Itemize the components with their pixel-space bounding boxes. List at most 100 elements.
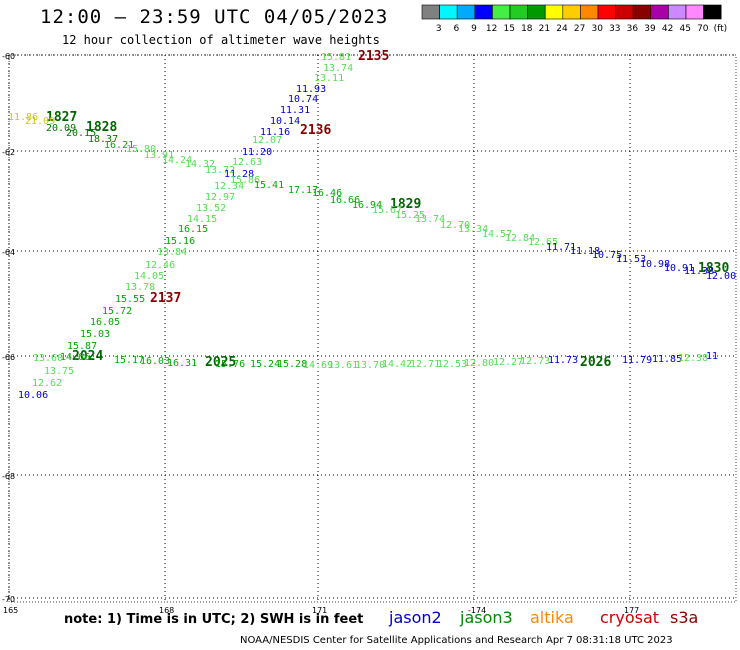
- legend-label: 18: [521, 24, 533, 34]
- legend-label: 33: [609, 24, 620, 34]
- wave-height-value: 14.15: [187, 214, 217, 225]
- wave-height-value: 15.25: [395, 210, 425, 221]
- legend-label: 27: [574, 24, 585, 34]
- wave-height-value: 13.70: [355, 360, 385, 371]
- wave-height-value: 13.78: [125, 282, 155, 293]
- wave-height-value: 14.42: [382, 359, 412, 370]
- satellite-label: jason3: [460, 608, 513, 627]
- latitude-label: -60: [2, 52, 15, 61]
- wave-height-value: 15.67: [372, 205, 402, 216]
- wave-height-value: 15.55: [115, 294, 145, 305]
- wave-height-value: 10.14: [270, 116, 300, 127]
- legend-label: 12: [486, 24, 497, 34]
- wave-height-value: 14.66: [60, 352, 90, 363]
- satellite-label: altika: [530, 608, 574, 627]
- wave-height-value: 16.15: [178, 224, 208, 235]
- wave-height-value: 12.80: [464, 358, 494, 369]
- wave-height-value: 11.20: [242, 147, 272, 158]
- wave-height-value: 10.91: [664, 263, 694, 274]
- wave-height-value: 10.75: [592, 250, 622, 261]
- wave-height-value: 14.24: [162, 155, 192, 166]
- pass-time-label: 1830: [698, 261, 729, 276]
- wave-height-value: 15.86: [230, 175, 260, 186]
- wave-height-value: 13.60: [33, 353, 63, 364]
- legend-label: 6: [454, 24, 460, 34]
- wave-height-value: 16.66: [330, 195, 360, 206]
- wave-height-value: 12.07: [252, 135, 282, 146]
- wave-height-value: 13.52: [196, 203, 226, 214]
- wave-height-value: 16.03: [140, 356, 170, 367]
- wave-height-value: 18.37: [88, 134, 118, 145]
- wave-height-value: 12.27: [493, 357, 523, 368]
- wave-height-value: 12.00: [706, 271, 736, 282]
- legend-label: 15: [503, 24, 514, 34]
- wave-height-value: 13.11: [314, 73, 344, 84]
- latitude-label: -68: [2, 472, 15, 481]
- wave-height-value: 13.74: [415, 214, 445, 225]
- wave-height-value: 10.74: [288, 94, 318, 105]
- wave-height-value: 13.34: [458, 224, 488, 235]
- legend-swatch: [562, 4, 581, 20]
- wave-height-value: 11.85: [652, 354, 682, 365]
- wave-height-value: 14.32: [185, 159, 215, 170]
- wave-height-value: 12.63: [232, 157, 262, 168]
- legend-swatch: [685, 4, 704, 20]
- wave-height-value: 15.28: [277, 359, 307, 370]
- wave-height-value: 21.09: [25, 116, 55, 127]
- wave-height-value: 11.86: [8, 112, 38, 123]
- wave-height-value: 15.72: [102, 306, 132, 317]
- legend-swatch: [439, 4, 458, 20]
- legend-label: 39: [644, 24, 656, 34]
- pass-time-label: 1827: [46, 110, 77, 125]
- longitude-label: 168: [159, 606, 174, 615]
- wave-height-value: 11.71: [546, 242, 576, 253]
- legend-label: 3: [436, 24, 442, 34]
- wave-height-value: 14.05: [134, 271, 164, 282]
- legend-swatch: [703, 4, 722, 20]
- wave-height-value: 15.41: [254, 180, 284, 191]
- wave-height-value: 15.24: [250, 359, 280, 370]
- legend-label: 24: [556, 24, 568, 34]
- wave-height-value: 15.03: [80, 329, 110, 340]
- wave-height-value: 11.31: [280, 105, 310, 116]
- wave-height-value: 13.84: [157, 247, 187, 258]
- wave-height-value: 12.84: [505, 233, 535, 244]
- pass-time-label: 2137: [150, 291, 181, 306]
- map-frame: [8, 54, 737, 603]
- latitude-label: -66: [2, 353, 15, 362]
- wave-height-value: 12.46: [145, 260, 175, 271]
- wave-height-value: 16.05: [90, 317, 120, 328]
- legend-label: (ft): [714, 24, 728, 34]
- wave-height-value: 16.94: [352, 200, 382, 211]
- wave-height-value: 12.65: [528, 237, 558, 248]
- wave-height-value: 11.53: [616, 254, 646, 265]
- legend-swatch: [632, 4, 652, 20]
- wave-height-value: 20.15: [66, 128, 96, 139]
- wave-height-value: 16.31: [167, 358, 197, 369]
- wave-height-value: 20.09: [46, 123, 76, 134]
- pass-time-label: 2135: [358, 49, 389, 64]
- legend-swatch: [492, 4, 511, 20]
- wave-height-value: 13.74: [323, 63, 353, 74]
- wave-height-value: 11.79: [622, 355, 652, 366]
- latitude-label: -70: [2, 595, 15, 604]
- wave-height-value: 16.21: [104, 140, 134, 151]
- wave-height-value: 11.73: [548, 355, 578, 366]
- legend-swatch: [474, 4, 493, 20]
- latitude-label: -64: [2, 248, 15, 257]
- wave-height-value: 11.38: [684, 266, 714, 277]
- wave-height-value: 11: [706, 351, 718, 362]
- legend-swatch: [597, 4, 616, 20]
- satellite-label: cryosat: [600, 608, 660, 627]
- pass-time-label: 1829: [390, 197, 421, 212]
- wave-height-value: 12.62: [32, 378, 62, 389]
- wave-height-value: 13.75: [44, 366, 74, 377]
- wave-height-value: 14.69: [303, 360, 333, 371]
- wave-height-value: 12.38: [678, 353, 708, 364]
- latitude-label: -62: [2, 148, 15, 157]
- legend-swatch: [421, 4, 440, 20]
- longitude-label: 177: [624, 606, 639, 615]
- wave-height-value: 17.17: [288, 185, 318, 196]
- wave-height-value: 13.91: [144, 150, 174, 161]
- wave-height-value: 15.80: [126, 144, 156, 155]
